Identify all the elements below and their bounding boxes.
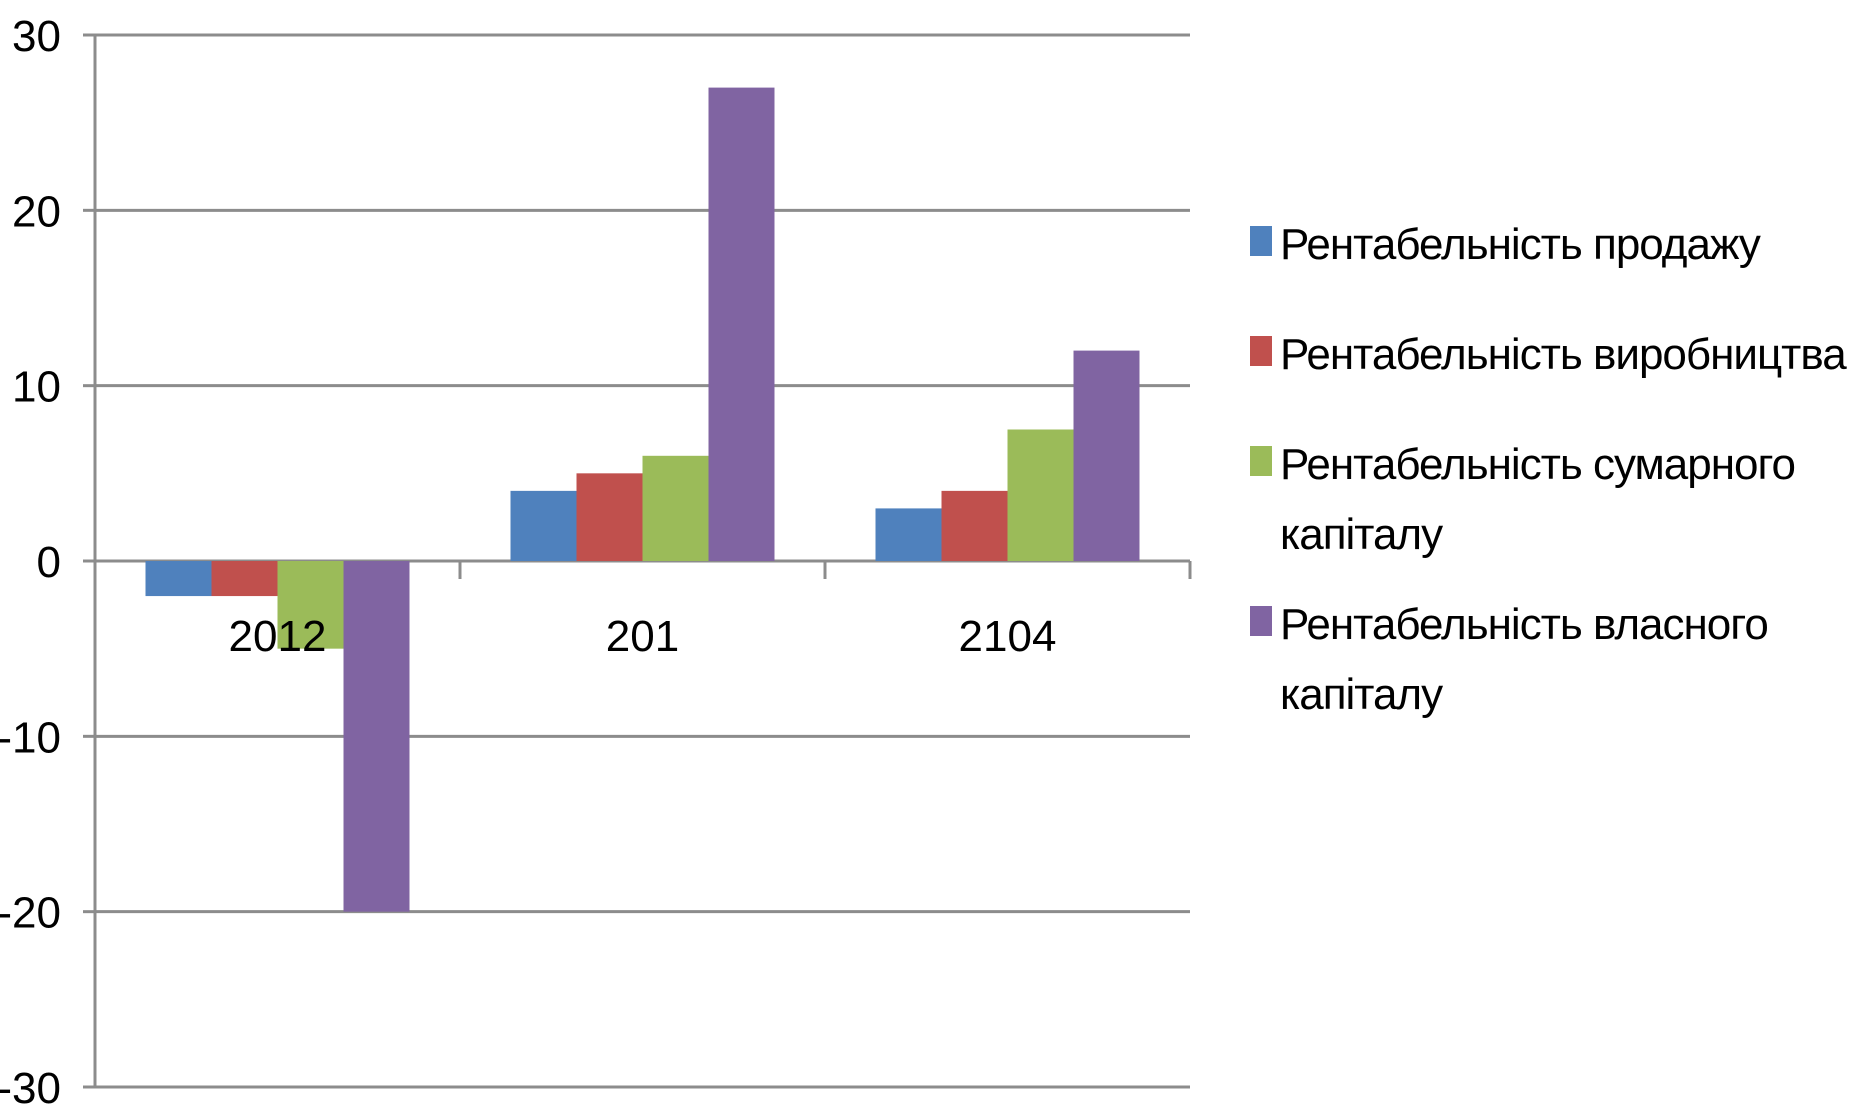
bar [642,455,709,561]
y-tick-label: 20 [12,187,61,236]
legend-item: Рентабельність сумарного капіталу [1250,430,1850,570]
bar [576,473,643,561]
bar [211,561,278,597]
legend-swatch [1250,606,1272,636]
bar [343,561,410,912]
legend-label: Рентабельність продажу [1280,220,1761,269]
bar [277,561,344,649]
legend-label: Рентабельність сумарного капіталу [1280,440,1796,559]
bar [875,508,942,561]
legend-label: Рентабельність виробництва [1280,330,1847,379]
legend-item: Рентабельність власного капіталу [1250,590,1850,730]
legend-item: Рентабельність виробництва [1250,320,1850,390]
bar [708,87,775,561]
legend-item: Рентабельність продажу [1250,210,1850,280]
bar [941,490,1008,561]
x-tick-label: 201 [606,612,679,661]
legend-label: Рентабельність власного капіталу [1280,600,1769,719]
legend-swatch [1250,336,1272,366]
bar [145,561,212,597]
legend: Рентабельність продажу Рентабельність вир… [1250,210,1850,730]
x-tick-label: 2012 [229,612,327,661]
y-tick-label: -20 [0,889,61,938]
y-tick-label: -10 [0,713,61,762]
y-tick-label: -30 [0,1064,61,1107]
bar [1073,350,1140,561]
bar [1007,429,1074,561]
y-tick-label: 30 [12,12,61,61]
y-tick-label: 0 [37,538,61,587]
legend-swatch [1250,226,1272,256]
bar [510,490,577,561]
legend-swatch [1250,446,1272,476]
y-tick-label: 10 [12,363,61,412]
x-tick-label: 2104 [959,612,1057,661]
